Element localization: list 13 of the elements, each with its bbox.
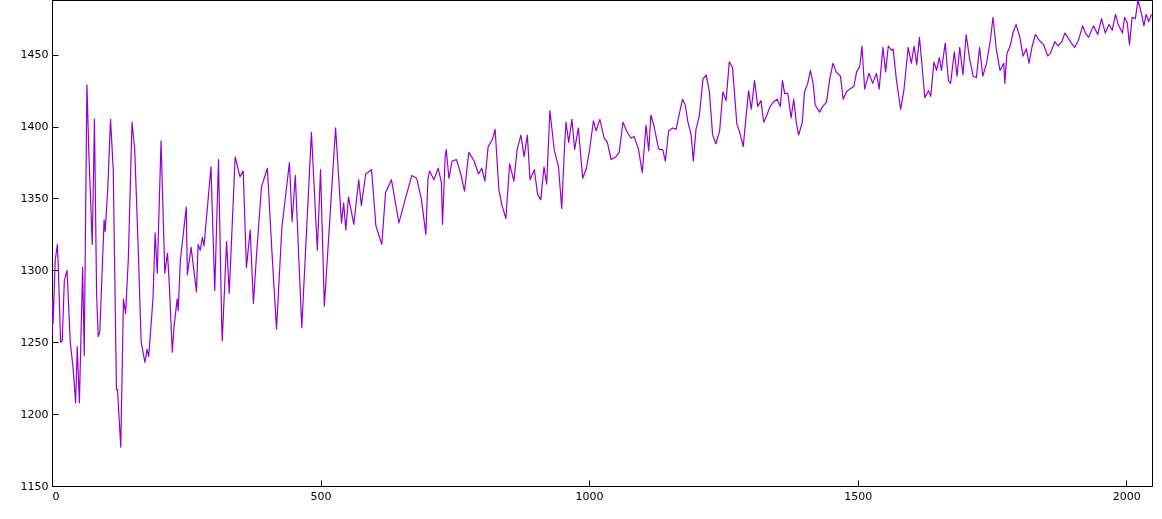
- y-tick-label: 1150: [20, 479, 49, 493]
- x-tick-label: 1500: [844, 489, 873, 503]
- line-series: [52, 0, 1152, 448]
- y-tick-label: 1350: [20, 191, 49, 205]
- x-tick-label: 1000: [575, 489, 604, 503]
- y-tick-label: 1400: [20, 120, 49, 134]
- y-tick-label: 1300: [20, 263, 49, 277]
- x-tick-label: 500: [310, 489, 332, 503]
- y-tick-label: 1250: [20, 335, 49, 349]
- y-tick-label: 1200: [20, 407, 49, 421]
- x-tick-label: 2000: [1112, 489, 1141, 503]
- y-tick-label: 1450: [20, 48, 49, 62]
- x-tick-label: 0: [52, 489, 60, 503]
